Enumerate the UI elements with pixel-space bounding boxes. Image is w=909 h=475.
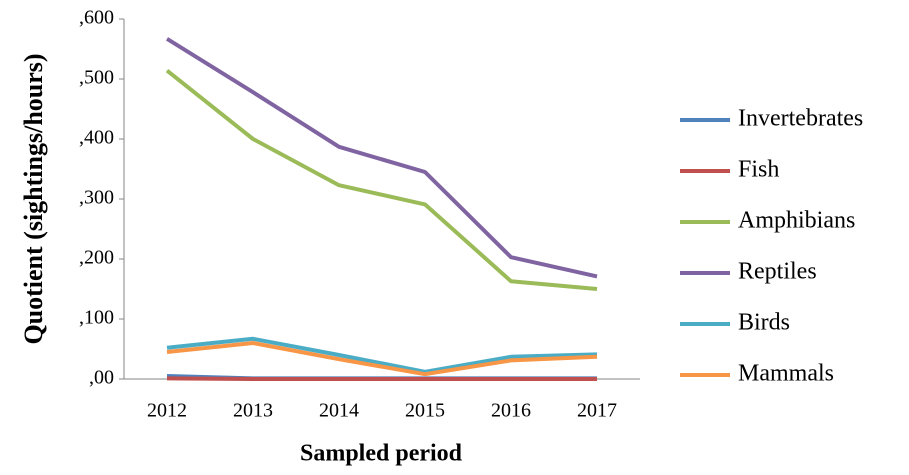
y-tick-label: ,400 [79,127,114,149]
x-tick-label: 2015 [405,400,445,422]
legend-label: Birds [738,310,790,336]
y-tick-label: ,00 [89,367,114,389]
y-tick-label: ,200 [79,247,114,269]
x-tick-label: 2013 [233,400,273,422]
y-axis-title: Quotient (sightings/hours) [19,53,48,344]
legend-label: Fish [738,157,779,183]
series-line [166,336,598,374]
y-tick-label: ,100 [79,307,114,329]
series-line [166,376,597,381]
legend-label: Invertebrates [738,106,863,132]
x-axis-title: Sampled period [300,441,463,467]
legend-label: Amphibians [738,208,855,234]
x-tick-label: 2016 [491,400,531,422]
series-line [166,341,598,377]
legend-label: Mammals [738,361,834,387]
x-tick-label: 2017 [577,400,617,422]
x-tick-label: 2012 [147,400,187,422]
legend-label: Reptiles [738,259,817,285]
x-tick-label: 2014 [319,400,359,422]
y-tick-label: ,500 [79,67,114,89]
series-line [165,37,598,279]
y-tick-label: ,600 [79,7,114,29]
series-line [165,69,598,291]
y-tick-label: ,300 [79,187,114,209]
